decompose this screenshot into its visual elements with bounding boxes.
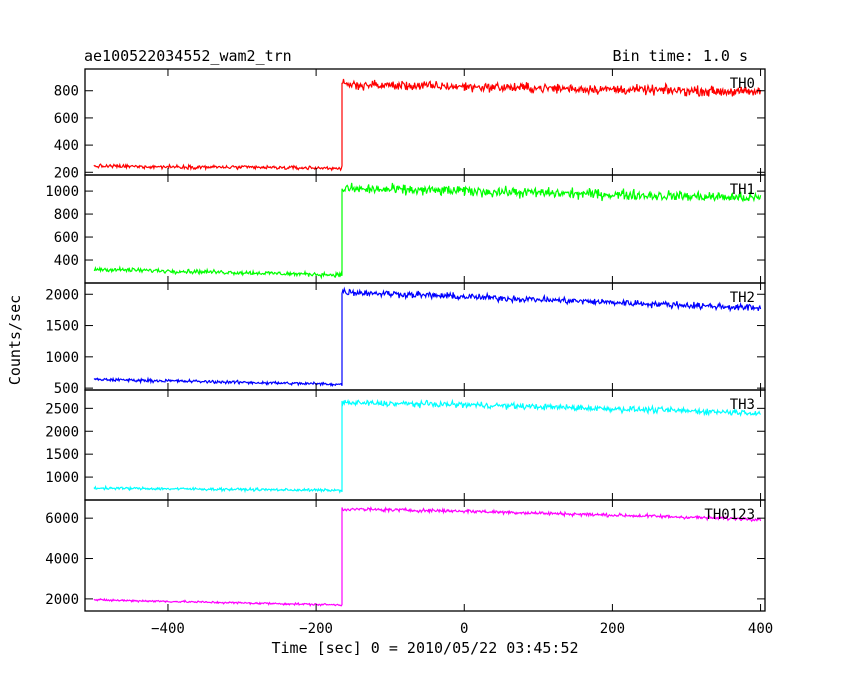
chart-title: ae100522034552_wam2_trn: [84, 47, 292, 65]
y-tick-label: 400: [54, 253, 79, 269]
panel-frame: [84, 174, 766, 284]
panel-th3: TH3 1000 1500 2000 2500: [45, 389, 766, 501]
y-tick-label: 200: [54, 165, 79, 181]
series-label: TH2: [730, 290, 755, 306]
series-label: TH0123: [704, 507, 755, 523]
y-axis-label: Counts/sec: [6, 295, 24, 385]
y-tick-label: 600: [54, 230, 79, 246]
x-tick-label: −400: [151, 621, 185, 637]
panel-frame: [84, 389, 766, 501]
y-tick-label: 2000: [45, 287, 79, 303]
y-tick-label: 1000: [45, 470, 79, 486]
y-tick-label: 400: [54, 138, 79, 154]
y-tick-label: 6000: [45, 511, 79, 527]
x-tick-label: −200: [299, 621, 333, 637]
series-label: TH0: [730, 76, 755, 92]
series-line-th0123: [93, 505, 762, 608]
bin-time-label: Bin time: 1.0 s: [613, 47, 748, 65]
x-axis-label: Time [sec] 0 = 2010/05/22 03:45:52: [271, 639, 578, 657]
y-tick-label: 2000: [45, 592, 79, 608]
series-line-th2: [93, 286, 762, 388]
series-line-th0: [93, 78, 762, 172]
y-tick-label: 2500: [45, 401, 79, 417]
y-tick-label: 500: [54, 381, 79, 397]
x-tick-label: 400: [748, 621, 773, 637]
y-tick-label: 1000: [45, 350, 79, 366]
panel-th2: TH2 500 1000 1500 2000: [45, 282, 766, 397]
series-label: TH1: [730, 182, 755, 198]
y-tick-label: 2000: [45, 424, 79, 440]
x-tick-label: 200: [600, 621, 625, 637]
y-tick-label: 4000: [45, 552, 79, 568]
series-line-th3: [93, 398, 762, 494]
x-tick-label: 0: [460, 621, 468, 637]
y-tick-label: 600: [54, 111, 79, 127]
panel-frame: [84, 282, 766, 391]
panel-frame: [84, 499, 766, 612]
panel-th0: TH0 200 400 600 800: [54, 68, 766, 181]
y-tick-label: 800: [54, 207, 79, 223]
y-tick-label: 800: [54, 84, 79, 100]
panel-th1: TH1 400 600 800 1000: [45, 174, 766, 284]
series-line-th1: [93, 182, 762, 280]
panel-th0123: TH0123 2000 4000 6000: [45, 499, 766, 612]
series-label: TH3: [730, 397, 755, 413]
y-tick-label: 1500: [45, 319, 79, 335]
panels-group: TH0 200 400 600 800 TH1 400 600 800 1000 TH2 500 100…: [45, 68, 773, 637]
y-tick-label: 1500: [45, 447, 79, 463]
y-tick-label: 1000: [45, 184, 79, 200]
